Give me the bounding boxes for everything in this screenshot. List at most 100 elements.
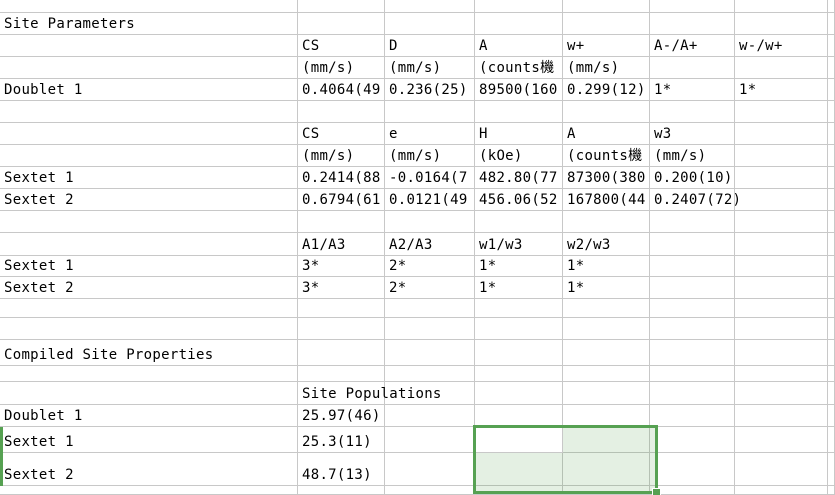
doublet1-a-ratio-value[interactable]: 1*: [650, 79, 735, 101]
doublet-header-a[interactable]: A: [475, 35, 563, 57]
cell-r8c6[interactable]: [735, 167, 828, 189]
cell-r0c0[interactable]: [0, 0, 298, 13]
cell-r12c7[interactable]: [828, 256, 835, 277]
cell-r14c0[interactable]: [0, 299, 298, 318]
sextet-unit-w3[interactable]: (mm/s): [650, 145, 735, 167]
cell-r15c1[interactable]: [298, 318, 385, 340]
sextet-header-w3[interactable]: w3: [650, 123, 735, 145]
cell-r21c7[interactable]: [828, 453, 835, 486]
cell-r16c2[interactable]: [385, 340, 475, 366]
cell-r3c7[interactable]: [828, 57, 835, 79]
sextet1-w1-w3-value[interactable]: 1*: [475, 256, 563, 277]
doublet1-a-value[interactable]: 89500(160: [475, 79, 563, 101]
cell-r10c2[interactable]: [385, 211, 475, 233]
sextet2-population-value[interactable]: 48.7(13): [298, 453, 385, 486]
cell-r10c6[interactable]: [735, 211, 828, 233]
cell-r15c7[interactable]: [828, 318, 835, 340]
doublet-header-w-plus[interactable]: w+: [563, 35, 650, 57]
cell-r18c6[interactable]: [735, 382, 828, 405]
cell-r0c1[interactable]: [298, 0, 385, 13]
cell-r5c0[interactable]: [0, 101, 298, 123]
cell-r19c7[interactable]: [828, 405, 835, 427]
cell-r15c0[interactable]: [0, 318, 298, 340]
cell-r17c6[interactable]: [735, 366, 828, 382]
sextet-header-a[interactable]: A: [563, 123, 650, 145]
cell-r1c7[interactable]: [828, 13, 835, 35]
cell-r7c6[interactable]: [735, 145, 828, 167]
cell-r15c6[interactable]: [735, 318, 828, 340]
sextet-header-cs[interactable]: CS: [298, 123, 385, 145]
cell-r15c3[interactable]: [475, 318, 563, 340]
cell-r3c5[interactable]: [650, 57, 735, 79]
cell-r14c7[interactable]: [828, 299, 835, 318]
cell-r10c1[interactable]: [298, 211, 385, 233]
cell-r22c0[interactable]: [0, 486, 298, 495]
cell-r14c6[interactable]: [735, 299, 828, 318]
row-label-sextet-2-ratios[interactable]: Sextet 2: [0, 277, 298, 299]
sextet1-a1-a3-value[interactable]: 3*: [298, 256, 385, 277]
sextet2-cs-value[interactable]: 0.6794(61: [298, 189, 385, 211]
cell-r1c6[interactable]: [735, 13, 828, 35]
cell-r2c7[interactable]: [828, 35, 835, 57]
section-title-site-parameters[interactable]: Site Parameters: [0, 13, 298, 35]
cell-r14c2[interactable]: [385, 299, 475, 318]
sextet2-a1-a3-value[interactable]: 3*: [298, 277, 385, 299]
cell-r0c5[interactable]: [650, 0, 735, 13]
cell-r10c0[interactable]: [0, 211, 298, 233]
cell-r5c1[interactable]: [298, 101, 385, 123]
sextet-unit-cs[interactable]: (mm/s): [298, 145, 385, 167]
active-cell[interactable]: [476, 428, 563, 453]
cell-r11c0[interactable]: [0, 233, 298, 256]
cell-r0c4[interactable]: [563, 0, 650, 13]
cell-r20c4[interactable]: [563, 427, 650, 453]
cell-r3c6[interactable]: [735, 57, 828, 79]
cell-r18c2[interactable]: [385, 382, 475, 405]
cell-r5c3[interactable]: [475, 101, 563, 123]
sextet1-a2-a3-value[interactable]: 2*: [385, 256, 475, 277]
cell-r0c7[interactable]: [828, 0, 835, 13]
cell-r1c4[interactable]: [563, 13, 650, 35]
cell-r22c1[interactable]: [298, 486, 385, 495]
cell-r10c7[interactable]: [828, 211, 835, 233]
cell-r21c2[interactable]: [385, 453, 475, 486]
cell-r14c1[interactable]: [298, 299, 385, 318]
cell-r18c0[interactable]: [0, 382, 298, 405]
doublet-unit-a[interactable]: (counts機: [475, 57, 563, 79]
cell-r20c6[interactable]: [735, 427, 828, 453]
ratio-header-a1-a3[interactable]: A1/A3: [298, 233, 385, 256]
cell-r10c5[interactable]: [650, 211, 735, 233]
sextet2-a-value[interactable]: 167800(44: [563, 189, 650, 211]
ratio-header-w1-w3[interactable]: w1/w3: [475, 233, 563, 256]
doublet-unit-w-plus[interactable]: (mm/s): [563, 57, 650, 79]
row-label-doublet-1[interactable]: Doublet 1: [0, 79, 298, 101]
cell-r17c3[interactable]: [475, 366, 563, 382]
cell-r0c3[interactable]: [475, 0, 563, 13]
cell-r1c1[interactable]: [298, 13, 385, 35]
cell-r11c5[interactable]: [650, 233, 735, 256]
cell-r5c4[interactable]: [563, 101, 650, 123]
cell-r17c2[interactable]: [385, 366, 475, 382]
doublet-unit-cs[interactable]: (mm/s): [298, 57, 385, 79]
doublet-unit-d[interactable]: (mm/s): [385, 57, 475, 79]
doublet1-w-plus-value[interactable]: 0.299(12): [563, 79, 650, 101]
cell-r7c0[interactable]: [0, 145, 298, 167]
sextet1-a-value[interactable]: 87300(380: [563, 167, 650, 189]
cell-r18c4[interactable]: [563, 382, 650, 405]
cell-r1c3[interactable]: [475, 13, 563, 35]
row-label-doublet-1-population[interactable]: Doublet 1: [0, 405, 298, 427]
cell-r8c7[interactable]: [828, 167, 835, 189]
doublet1-population-value[interactable]: 25.97(46): [298, 405, 385, 427]
cell-r9c7[interactable]: [828, 189, 835, 211]
doublet-header-cs[interactable]: CS: [298, 35, 385, 57]
cell-r17c5[interactable]: [650, 366, 735, 382]
cell-r19c6[interactable]: [735, 405, 828, 427]
sextet2-h-value[interactable]: 456.06(52: [475, 189, 563, 211]
cell-r17c7[interactable]: [828, 366, 835, 382]
cell-r10c3[interactable]: [475, 211, 563, 233]
cell-r16c3[interactable]: [475, 340, 563, 366]
cell-r19c3[interactable]: [475, 405, 563, 427]
cell-r20c2[interactable]: [385, 427, 475, 453]
sextet-unit-e[interactable]: (mm/s): [385, 145, 475, 167]
sextet2-w1-w3-value[interactable]: 1*: [475, 277, 563, 299]
cell-r0c2[interactable]: [385, 0, 475, 13]
